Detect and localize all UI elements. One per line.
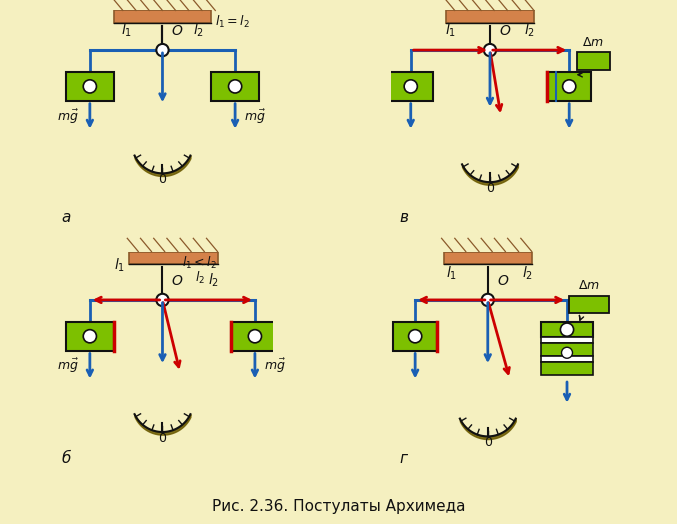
Text: $m\vec{g}$: $m\vec{g}$ <box>57 107 79 126</box>
Bar <box>129 252 217 264</box>
Text: 0: 0 <box>484 436 492 450</box>
Text: $l_2$: $l_2$ <box>522 265 533 282</box>
Text: $l_2$: $l_2$ <box>195 270 205 287</box>
Text: $l_1 < l_2$: $l_1 < l_2$ <box>183 255 217 271</box>
Bar <box>541 356 594 362</box>
Text: $O$: $O$ <box>496 274 509 288</box>
Text: $\Delta m$: $\Delta m$ <box>582 36 605 49</box>
Text: $l_1$: $l_1$ <box>114 256 125 274</box>
Bar <box>66 322 114 351</box>
Text: $O$: $O$ <box>171 274 183 288</box>
Bar <box>541 343 594 356</box>
Text: $l_2$: $l_2$ <box>208 271 219 289</box>
Circle shape <box>561 323 573 336</box>
Bar <box>446 10 534 23</box>
Text: б: б <box>61 451 70 466</box>
Bar <box>389 72 433 101</box>
Bar <box>393 322 437 351</box>
Text: 0: 0 <box>158 432 167 445</box>
Text: 0: 0 <box>158 173 167 187</box>
Bar <box>211 72 259 101</box>
Bar <box>541 362 594 375</box>
Text: 0: 0 <box>486 182 494 195</box>
Circle shape <box>481 294 494 306</box>
Text: $l_2$: $l_2$ <box>193 21 204 39</box>
Circle shape <box>408 330 422 343</box>
Text: $O$: $O$ <box>499 24 511 38</box>
Bar <box>541 337 594 343</box>
Text: $m\vec{g}$: $m\vec{g}$ <box>244 107 266 126</box>
Circle shape <box>83 80 96 93</box>
Circle shape <box>83 330 96 343</box>
Circle shape <box>484 44 496 56</box>
Text: $l_1$: $l_1$ <box>446 265 457 282</box>
Bar <box>541 322 594 337</box>
Circle shape <box>156 294 169 306</box>
Bar <box>577 52 610 70</box>
Text: Рис. 2.36. Постулаты Архимеда: Рис. 2.36. Постулаты Архимеда <box>212 498 465 514</box>
Bar <box>443 252 532 264</box>
Circle shape <box>563 80 576 93</box>
Text: $m\vec{g}$: $m\vec{g}$ <box>264 357 286 375</box>
Text: $O$: $O$ <box>171 24 183 38</box>
Text: $l_2$: $l_2$ <box>524 21 535 39</box>
Text: а: а <box>61 210 70 225</box>
Circle shape <box>561 347 573 358</box>
Text: г: г <box>399 451 408 466</box>
Circle shape <box>248 330 261 343</box>
Circle shape <box>229 80 242 93</box>
Text: $l_1 = l_2$: $l_1 = l_2$ <box>215 14 250 30</box>
Text: $l_1$: $l_1$ <box>121 21 132 39</box>
Bar <box>231 322 279 351</box>
Bar <box>547 72 591 101</box>
Bar <box>114 10 211 23</box>
Bar <box>66 72 114 101</box>
Bar <box>569 296 609 313</box>
Circle shape <box>404 80 417 93</box>
Text: $l_1$: $l_1$ <box>445 21 456 39</box>
Circle shape <box>156 44 169 56</box>
Text: в: в <box>399 210 409 225</box>
Text: $\Delta m$: $\Delta m$ <box>578 279 600 292</box>
Text: $m\vec{g}$: $m\vec{g}$ <box>57 357 79 375</box>
